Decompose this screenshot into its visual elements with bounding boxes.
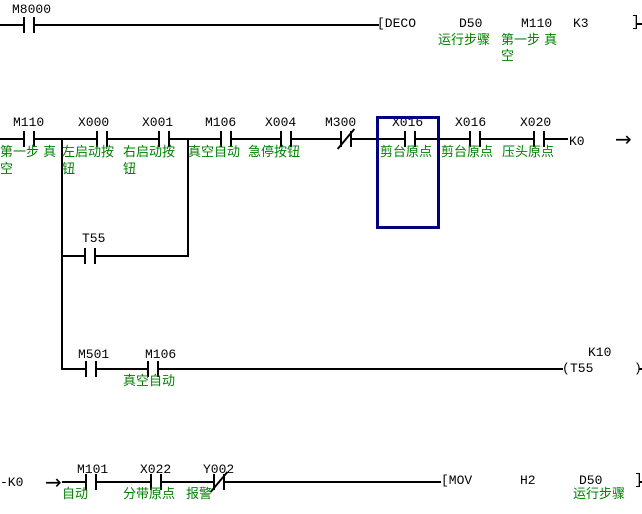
deco-operand-k3[interactable]: K3 bbox=[573, 16, 589, 31]
contact-label-m8000: M8000 bbox=[12, 2, 52, 17]
wire-branch-left bbox=[61, 138, 63, 370]
contact-label-x020: X020 bbox=[520, 115, 552, 130]
deco-operand-m110[interactable]: M110 bbox=[521, 16, 553, 31]
selection-cursor bbox=[376, 116, 440, 229]
wire-branch-t55 bbox=[61, 255, 189, 257]
wire-stub-rung1 bbox=[637, 23, 642, 25]
contact-label-x022: X022 bbox=[140, 462, 172, 477]
comment-x022: 分带原点 bbox=[123, 487, 176, 502]
comment-m110-line2: 空 bbox=[501, 49, 515, 64]
timer-coil-close: ) bbox=[634, 361, 642, 376]
mov-operand-h2[interactable]: H2 bbox=[520, 473, 536, 488]
contact-label-t55: T55 bbox=[82, 231, 106, 246]
mov-instruction-open[interactable]: [MOV bbox=[441, 473, 473, 488]
comment-m110-line1: 第一步 真 bbox=[501, 33, 558, 48]
contact-label-m110: M110 bbox=[13, 115, 45, 130]
contact-label-m106: M106 bbox=[205, 115, 237, 130]
contact-label-x016-a: X016 bbox=[392, 115, 424, 130]
contact-x004[interactable] bbox=[280, 131, 292, 147]
contact-x001[interactable] bbox=[158, 131, 170, 147]
comment-m110-l1: 第一步 真 bbox=[0, 145, 57, 160]
contact-m106-b[interactable] bbox=[147, 361, 159, 377]
wire-branch-t55-right bbox=[187, 138, 189, 257]
comment-x000-l2: 钮 bbox=[62, 162, 76, 177]
contact-m501[interactable] bbox=[85, 361, 97, 377]
comment-m106-l1: 真空自动 bbox=[188, 145, 241, 160]
mov-instruction-close: ] bbox=[634, 473, 642, 488]
comment-x001-l2: 钮 bbox=[123, 162, 137, 177]
contact-x016-a[interactable] bbox=[404, 131, 416, 147]
comment-m106-b: 真空自动 bbox=[123, 374, 176, 389]
comment-m101: 自动 bbox=[62, 487, 89, 502]
comment-d50-rung5: 运行步骤 bbox=[573, 487, 626, 502]
contact-x000[interactable] bbox=[96, 131, 108, 147]
contact-label-x001: X001 bbox=[142, 115, 174, 130]
comment-m110-l2: 空 bbox=[0, 162, 14, 177]
wire-stub-rung5 bbox=[640, 481, 642, 483]
jump-arrow-right-icon: → bbox=[615, 127, 632, 151]
comment-y002: 报警 bbox=[186, 487, 213, 502]
comment-x016-b: 剪台原点 bbox=[441, 145, 494, 160]
contact-m110[interactable] bbox=[23, 131, 35, 147]
comment-x000-l1: 左启动按 bbox=[62, 145, 115, 160]
contact-label-x000: X000 bbox=[78, 115, 110, 130]
contact-x016-b[interactable] bbox=[469, 131, 481, 147]
contact-m101[interactable] bbox=[85, 474, 97, 490]
comment-x016-a: 剪台原点 bbox=[380, 145, 433, 160]
contact-y002-nc[interactable] bbox=[209, 471, 229, 493]
comment-d50: 运行步骤 bbox=[438, 33, 491, 48]
comment-x020: 压头原点 bbox=[502, 145, 555, 160]
wire-stub-rung4 bbox=[639, 368, 642, 370]
contact-label-m501: M501 bbox=[78, 347, 110, 362]
wire-rung4 bbox=[61, 368, 563, 370]
contact-label-m101: M101 bbox=[77, 462, 109, 477]
contact-label-m300: M300 bbox=[325, 115, 357, 130]
contact-m106[interactable] bbox=[220, 131, 232, 147]
timer-coil-t55[interactable]: T55 bbox=[570, 361, 594, 376]
jump-label-k0[interactable]: K0 bbox=[569, 134, 585, 149]
contact-label-x016-b: X016 bbox=[455, 115, 487, 130]
contact-m8000[interactable] bbox=[23, 17, 35, 33]
timer-coil-open: ( bbox=[562, 361, 570, 376]
comment-x004-l1: 急停按钮 bbox=[248, 145, 301, 160]
contact-x022[interactable] bbox=[150, 474, 162, 490]
contact-bar bbox=[33, 17, 35, 33]
contact-x020[interactable] bbox=[533, 131, 545, 147]
deco-operand-d50[interactable]: D50 bbox=[459, 16, 483, 31]
contact-t55[interactable] bbox=[84, 248, 96, 264]
mov-operand-d50[interactable]: D50 bbox=[579, 473, 603, 488]
contact-m300-nc[interactable] bbox=[336, 128, 356, 150]
comment-x001-l1: 右启动按 bbox=[123, 145, 176, 160]
deco-instruction-close: ] bbox=[631, 14, 641, 31]
contact-label-m106-b: M106 bbox=[145, 347, 177, 362]
pointer-arrow-icon: → bbox=[45, 470, 62, 494]
wire-rung5 bbox=[62, 481, 441, 483]
pointer-label-k0[interactable]: -K0 bbox=[0, 475, 24, 490]
contact-bar bbox=[23, 17, 25, 33]
timer-preset-k10: K10 bbox=[588, 345, 612, 360]
wire-rung1 bbox=[0, 24, 379, 26]
contact-label-x004: X004 bbox=[265, 115, 297, 130]
deco-instruction-open[interactable]: [DECO bbox=[377, 16, 417, 31]
